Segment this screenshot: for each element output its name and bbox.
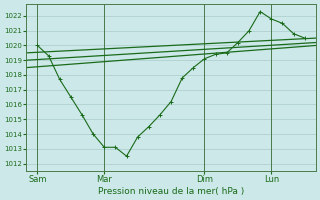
X-axis label: Pression niveau de la mer( hPa ): Pression niveau de la mer( hPa )	[98, 187, 244, 196]
